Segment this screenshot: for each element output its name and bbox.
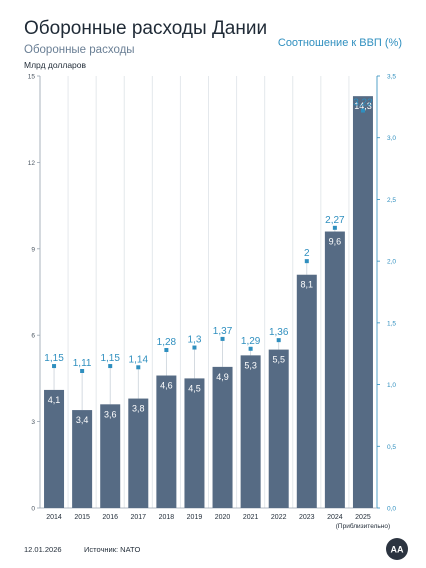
gdp-value-label: 1,36 (269, 327, 289, 338)
right-axis-tick-label: 0,0 (387, 506, 396, 513)
category-label: 2022 (271, 514, 287, 521)
bar-value-label: 4,5 (188, 383, 201, 393)
gdp-value-label: 3,22 (353, 98, 373, 109)
bar-value-label: 3,4 (76, 415, 89, 425)
bar-value-label: 9,6 (329, 237, 342, 247)
left-axis-title: Оборонные расходы (24, 44, 135, 56)
category-note: (Приблизительно) (336, 522, 390, 530)
bar-value-label: 4,9 (216, 372, 229, 382)
bar (128, 398, 149, 508)
category-label: 2023 (299, 514, 315, 521)
right-axis-tick-label: 2,5 (387, 197, 396, 204)
footer-source: Источник: NATO (84, 545, 141, 554)
gdp-point (248, 346, 253, 351)
gdp-value-label: 1,29 (241, 336, 261, 347)
left-axis-tick-label: 3 (31, 419, 35, 426)
gdp-value-label: 1,15 (100, 353, 120, 364)
bar (156, 375, 177, 508)
gdp-point (332, 225, 337, 230)
category-label: 2018 (159, 514, 175, 521)
right-axis-tick-label: 0,5 (387, 444, 396, 451)
footer-date: 12.01.2026 (24, 545, 62, 554)
category-label: 2016 (102, 514, 118, 521)
gdp-value-label: 1,28 (157, 337, 177, 348)
left-axis-tick-label: 0 (31, 506, 35, 513)
bar (212, 366, 233, 508)
category-label: 2015 (74, 514, 90, 521)
left-axis-tick-label: 15 (28, 74, 36, 81)
category-label: 2019 (187, 514, 203, 521)
gdp-point (276, 338, 281, 343)
right-axis-tick-label: 3,0 (387, 135, 396, 142)
left-axis-tick-label: 6 (31, 333, 35, 340)
gdp-value-label: 1,3 (188, 335, 202, 346)
gdp-point (108, 364, 113, 369)
gdp-value-label: 1,37 (213, 326, 233, 337)
bar (324, 231, 345, 508)
category-label: 2014 (46, 514, 62, 521)
bar (296, 274, 317, 508)
right-axis-tick-label: 3,5 (387, 74, 396, 81)
bar (352, 96, 373, 508)
bar (44, 389, 65, 508)
left-axis-unit: Млрд долларов (24, 60, 87, 70)
gdp-value-label: 1,11 (73, 358, 92, 369)
bar-value-label: 4,6 (160, 381, 173, 391)
aa-logo-icon: AA (386, 538, 408, 560)
bar-value-label: 14,3 (354, 101, 372, 111)
bar-value-label: 8,1 (301, 280, 314, 290)
bar-value-label: 5,3 (244, 360, 257, 370)
gdp-point (360, 108, 365, 113)
gdp-value-label: 1,14 (129, 354, 149, 365)
gdp-point (164, 348, 169, 353)
category-label: 2017 (131, 514, 147, 521)
gdp-value-label: 2 (304, 248, 310, 259)
gdp-point (52, 364, 57, 369)
page-title: Оборонные расходы Дании (24, 18, 268, 39)
left-axis-tick-label: 9 (31, 246, 35, 253)
bar-value-label: 5,5 (272, 355, 285, 365)
right-axis-title: Соотношение к ВВП (%) (277, 37, 402, 49)
gdp-point (80, 368, 85, 373)
bar (240, 355, 261, 508)
bar (268, 349, 289, 508)
right-axis-tick-label: 1,5 (387, 320, 396, 327)
bar (72, 410, 93, 508)
bar-value-label: 3,8 (132, 404, 145, 414)
category-label: 2020 (215, 514, 231, 521)
bar (184, 378, 205, 508)
right-axis-tick-label: 2,0 (387, 259, 396, 266)
bar-value-label: 3,6 (104, 409, 117, 419)
gdp-point (136, 365, 141, 370)
logo-text: AA (391, 545, 404, 555)
gdp-point (192, 345, 197, 350)
bar (100, 404, 121, 508)
gdp-point (220, 336, 225, 341)
category-label: 2025 (355, 514, 371, 521)
gdp-point (304, 259, 309, 264)
category-label: 2024 (327, 514, 343, 521)
gdp-value-label: 1,15 (44, 353, 64, 364)
left-axis-tick-label: 12 (28, 160, 36, 167)
right-axis-tick-label: 1,0 (387, 382, 396, 389)
bar-value-label: 4,1 (48, 395, 61, 405)
gdp-value-label: 2,27 (325, 215, 345, 226)
category-label: 2021 (243, 514, 259, 521)
